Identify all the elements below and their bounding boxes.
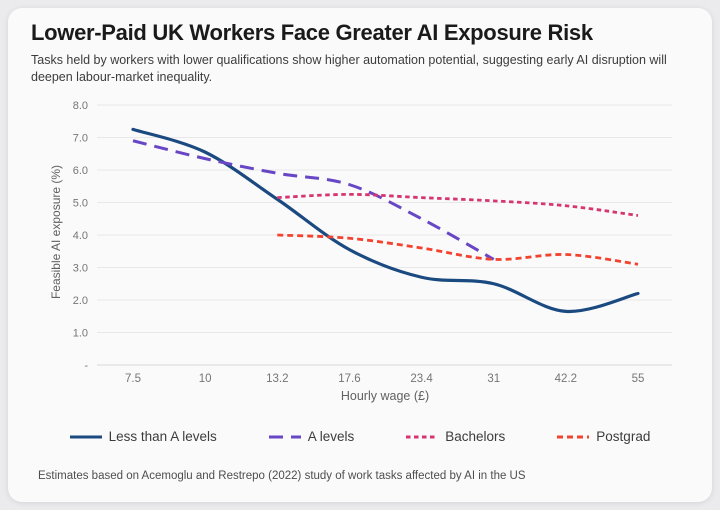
- y-tick-label: 8.0: [73, 100, 88, 112]
- series-line-less-than-a-levels: [131, 127, 640, 313]
- y-tick-label: 3.0: [73, 263, 88, 275]
- chart-subtitle: Tasks held by workers with lower qualifi…: [31, 53, 667, 84]
- chart-title: Lower-Paid UK Workers Face Greater AI Ex…: [31, 20, 593, 45]
- y-tick-label: -: [84, 360, 88, 372]
- legend-swatch-a-levels: [268, 435, 301, 438]
- y-tick-label: 7.0: [73, 133, 88, 145]
- y-tick-label: 1.0: [73, 328, 88, 340]
- legend-label: A levels: [307, 429, 355, 444]
- legend-label: Bachelors: [445, 429, 506, 444]
- legend-swatch-less-than-a-levels: [69, 435, 102, 438]
- legend-label: Less than A levels: [108, 429, 217, 444]
- x-tick-label: 13.2: [266, 373, 288, 385]
- x-tick-label: 42.2: [555, 373, 577, 385]
- legend: Less than A levels A levels Bachelors Postg…: [0, 429, 720, 444]
- legend-swatch-postgrad: [557, 435, 590, 438]
- legend-item-postgrad: Postgrad: [557, 429, 650, 444]
- legend-item-bachelors: Bachelors: [406, 429, 505, 444]
- series-line-bachelors: [277, 192, 639, 217]
- x-tick-label: 55: [632, 373, 645, 385]
- x-tick-label: 10: [199, 373, 212, 385]
- series-line-postgrad: [277, 233, 639, 266]
- y-tick-label: 6.0: [73, 165, 88, 177]
- series-line-a-levels: [132, 139, 495, 261]
- legend-label: Postgrad: [596, 429, 651, 444]
- x-tick-label: 31: [487, 373, 500, 385]
- legend-swatch-bachelors: [406, 435, 439, 438]
- x-axis-title: Hourly wage (£): [341, 389, 429, 403]
- legend-item-less-than-a-levels: Less than A levels: [69, 429, 217, 444]
- y-tick-label: 4.0: [73, 230, 88, 242]
- y-tick-label: 5.0: [73, 198, 88, 210]
- y-axis-title: Feasible AI exposure (%): [49, 165, 63, 299]
- footnote: Estimates based on Acemoglu and Restrepo…: [38, 470, 526, 482]
- x-tick-label: 7.5: [125, 373, 141, 385]
- x-tick-label: 17.6: [338, 373, 360, 385]
- legend-item-a-levels: A levels: [268, 429, 355, 444]
- y-tick-label: 2.0: [73, 295, 88, 307]
- x-tick-label: 23.4: [410, 373, 433, 385]
